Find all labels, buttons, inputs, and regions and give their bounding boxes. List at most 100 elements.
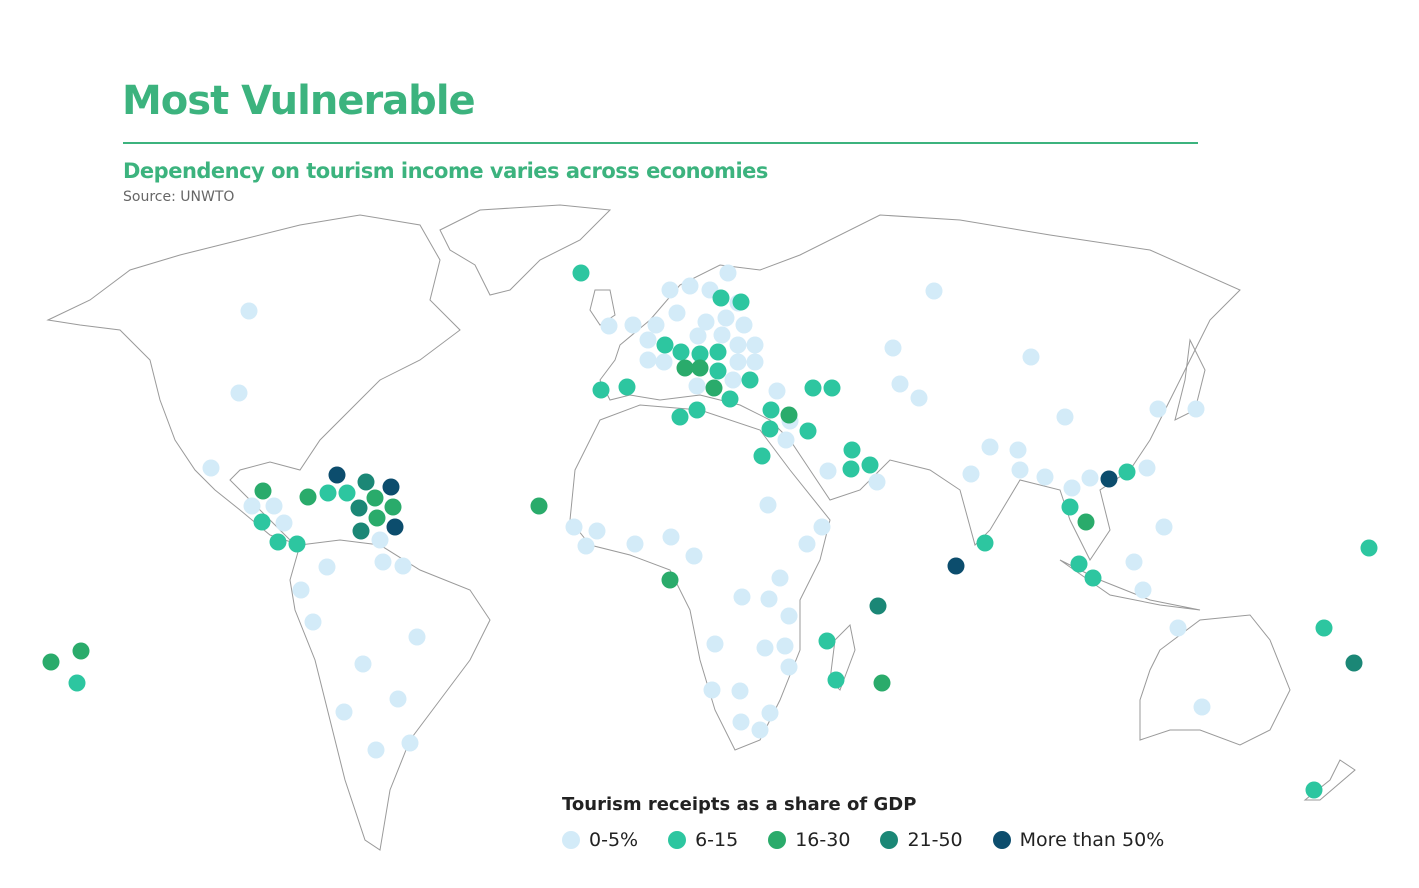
legend-label: 0-5% [589, 829, 639, 851]
legend-swatch [668, 831, 687, 849]
country-dot [1081, 469, 1099, 487]
country-dot [401, 734, 419, 752]
country-dot [304, 613, 322, 631]
country-dot [1011, 461, 1029, 479]
country-dot [746, 353, 764, 371]
legend: 0-5% 6-15 16-30 21-50 More than 50% [562, 829, 1164, 851]
country-dot [328, 466, 346, 484]
country-dot [565, 518, 583, 536]
country-dot [592, 381, 610, 399]
country-dot [639, 351, 657, 369]
country-dot [371, 531, 389, 549]
country-dot [1187, 400, 1205, 418]
legend-item: 6-15 [668, 829, 738, 851]
country-dot [265, 497, 283, 515]
country-dot [656, 336, 674, 354]
legend-swatch [992, 831, 1011, 849]
country-dot [676, 359, 694, 377]
country-dot [869, 597, 887, 615]
country-dot [253, 513, 271, 531]
country-dot [618, 378, 636, 396]
country-dot [357, 473, 375, 491]
country-dot [976, 534, 994, 552]
country-dot [760, 590, 778, 608]
legend-title: Tourism receipts as a share of GDP [562, 794, 917, 815]
country-dot [42, 653, 60, 671]
country-dot [756, 639, 774, 657]
country-dot [1084, 569, 1102, 587]
country-dot [662, 528, 680, 546]
country-dot [1100, 470, 1118, 488]
country-dot [842, 460, 860, 478]
country-dot [1315, 619, 1333, 637]
country-dot [910, 389, 928, 407]
country-dot [389, 690, 407, 708]
country-dot [688, 401, 706, 419]
country-dot [753, 447, 771, 465]
country-dot [1345, 654, 1363, 672]
country-dot [319, 484, 337, 502]
country-dot [577, 537, 595, 555]
country-dot [1125, 553, 1143, 571]
country-dot [1155, 518, 1173, 536]
country-dot [394, 557, 412, 575]
country-dot [780, 406, 798, 424]
country-dot [732, 293, 750, 311]
country-dot [762, 401, 780, 419]
country-dot [668, 304, 686, 322]
country-dot [685, 547, 703, 565]
country-dot [243, 497, 261, 515]
country-dot [1134, 581, 1152, 599]
country-dot [861, 456, 879, 474]
country-dot [1193, 698, 1211, 716]
country-dot [735, 316, 753, 334]
country-dot [672, 343, 690, 361]
country-dot [697, 313, 715, 331]
country-dot [1009, 441, 1027, 459]
country-dot [230, 384, 248, 402]
country-dot [724, 371, 742, 389]
country-dot [240, 302, 258, 320]
country-dot [827, 671, 845, 689]
country-dot [68, 674, 86, 692]
country-dot [572, 264, 590, 282]
country-dot [819, 462, 837, 480]
country-dot [689, 327, 707, 345]
country-dot [981, 438, 999, 456]
title: Most Vulnerable [122, 78, 476, 124]
country-dot [1138, 459, 1156, 477]
country-dot [366, 489, 384, 507]
country-dot [733, 588, 751, 606]
country-dot [338, 484, 356, 502]
country-dot [1149, 400, 1167, 418]
country-dot [705, 379, 723, 397]
country-dot [681, 277, 699, 295]
country-dot [72, 642, 90, 660]
country-dot [947, 557, 965, 575]
country-dot [269, 533, 287, 551]
country-dot [408, 628, 426, 646]
country-dot [600, 317, 618, 335]
country-dot [671, 408, 689, 426]
country-dot [202, 459, 220, 477]
country-dot [768, 382, 786, 400]
country-dot [1063, 479, 1081, 497]
country-dot [776, 637, 794, 655]
country-dot [761, 704, 779, 722]
country-dot [655, 353, 673, 371]
source: Source: UNWTO [123, 189, 235, 205]
country-dot [374, 553, 392, 571]
country-dot [1118, 463, 1136, 481]
country-dot [706, 635, 724, 653]
country-dot [843, 441, 861, 459]
country-dot [713, 326, 731, 344]
legend-label: 16-30 [795, 829, 851, 851]
country-dot [729, 353, 747, 371]
country-dot [1360, 539, 1378, 557]
country-dot [712, 289, 730, 307]
country-dot [873, 674, 891, 692]
country-dot [530, 497, 548, 515]
legend-item: 21-50 [880, 829, 963, 851]
